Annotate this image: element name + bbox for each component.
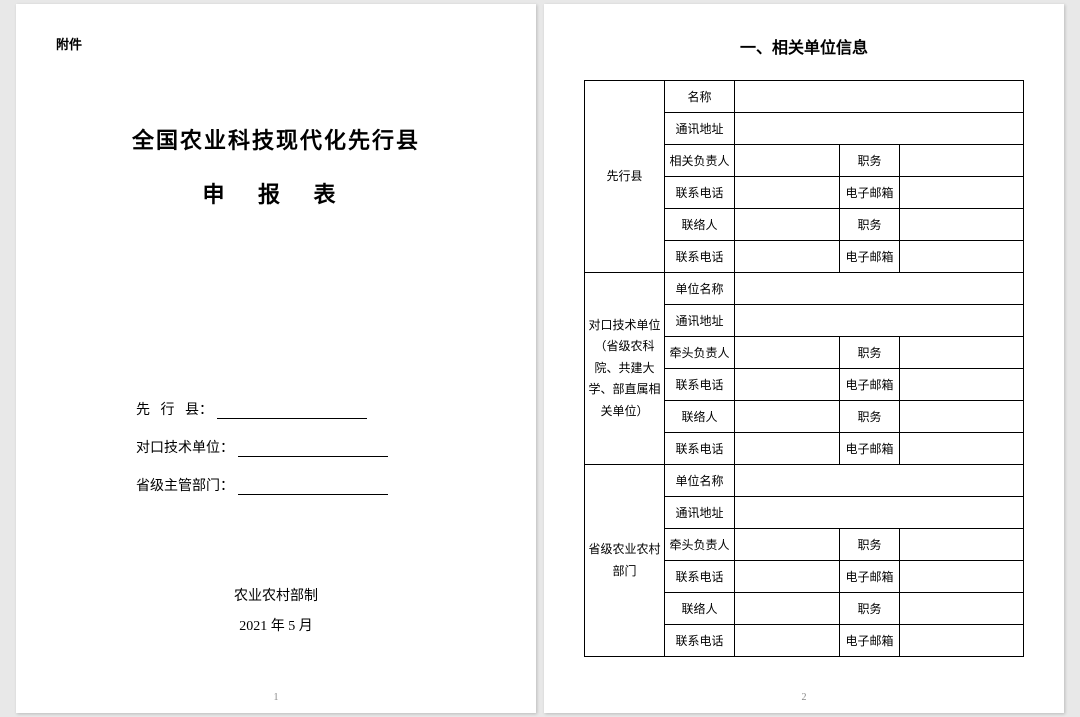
title-line-1: 全国农业科技现代化先行县 [56, 123, 496, 155]
form-fields: 先 行 县： 对口技术单位： 省级主管部门： [136, 399, 496, 495]
label-cell: 职务 [840, 529, 900, 561]
page-2: 一、相关单位信息 先行县名称通讯地址相关负责人职务联系电话电子邮箱联络人职务联系… [544, 4, 1064, 713]
form-row-county: 先 行 县： [136, 399, 496, 419]
title-line-2: 申 报 表 [56, 177, 496, 209]
value-cell [735, 241, 840, 273]
group-cell: 省级农业农村部门 [585, 465, 665, 657]
value-cell [735, 177, 840, 209]
section-title: 一、相关单位信息 [584, 34, 1024, 58]
value-cell [900, 625, 1024, 657]
label-cell: 联系电话 [665, 369, 735, 401]
value-cell [735, 593, 840, 625]
label-cell: 电子邮箱 [840, 369, 900, 401]
value-cell [735, 81, 1024, 113]
group-cell: 先行县 [585, 81, 665, 273]
value-cell [900, 561, 1024, 593]
label-cell: 职务 [840, 145, 900, 177]
footer-org: 农业农村部制 [56, 585, 496, 605]
page-number-1: 1 [16, 692, 536, 703]
label-cell: 联系电话 [665, 625, 735, 657]
label-cell: 通讯地址 [665, 305, 735, 337]
table-row: 对口技术单位（省级农科院、共建大学、部直属相关单位）单位名称 [585, 273, 1024, 305]
label-cell: 联络人 [665, 209, 735, 241]
field-blank-county [217, 403, 367, 419]
label-cell: 电子邮箱 [840, 433, 900, 465]
value-cell [900, 337, 1024, 369]
label-cell: 联系电话 [665, 561, 735, 593]
value-cell [735, 145, 840, 177]
value-cell [735, 625, 840, 657]
form-row-province-dept: 省级主管部门： [136, 475, 496, 495]
footer-date: 2021 年 5 月 [56, 615, 496, 635]
field-label-county: 先 行 县： [136, 399, 213, 419]
label-cell: 单位名称 [665, 273, 735, 305]
label-cell: 联系电话 [665, 433, 735, 465]
label-cell: 电子邮箱 [840, 241, 900, 273]
value-cell [735, 529, 840, 561]
label-cell: 牵头负责人 [665, 337, 735, 369]
value-cell [735, 465, 1024, 497]
field-blank-province-dept [238, 479, 388, 495]
label-cell: 电子邮箱 [840, 561, 900, 593]
label-cell: 名称 [665, 81, 735, 113]
title-block: 全国农业科技现代化先行县 申 报 表 [56, 123, 496, 209]
value-cell [900, 433, 1024, 465]
table-row: 先行县名称 [585, 81, 1024, 113]
label-cell: 牵头负责人 [665, 529, 735, 561]
value-cell [900, 593, 1024, 625]
field-label-tech-unit: 对口技术单位： [136, 437, 234, 457]
label-cell: 职务 [840, 593, 900, 625]
value-cell [735, 369, 840, 401]
label-cell: 职务 [840, 209, 900, 241]
label-cell: 通讯地址 [665, 113, 735, 145]
form-row-tech-unit: 对口技术单位： [136, 437, 496, 457]
info-table: 先行县名称通讯地址相关负责人职务联系电话电子邮箱联络人职务联系电话电子邮箱对口技… [584, 80, 1024, 657]
label-cell: 电子邮箱 [840, 625, 900, 657]
label-cell: 单位名称 [665, 465, 735, 497]
attachment-label: 附件 [56, 34, 496, 53]
page-1: 附件 全国农业科技现代化先行县 申 报 表 先 行 县： 对口技术单位： 省级主… [16, 4, 536, 713]
label-cell: 电子邮箱 [840, 177, 900, 209]
value-cell [735, 305, 1024, 337]
label-cell: 联络人 [665, 401, 735, 433]
value-cell [735, 497, 1024, 529]
label-cell: 职务 [840, 337, 900, 369]
table-row: 省级农业农村部门单位名称 [585, 465, 1024, 497]
group-cell: 对口技术单位（省级农科院、共建大学、部直属相关单位） [585, 273, 665, 465]
label-cell: 联系电话 [665, 177, 735, 209]
value-cell [735, 401, 840, 433]
footer-block: 农业农村部制 2021 年 5 月 [56, 585, 496, 635]
value-cell [735, 113, 1024, 145]
label-cell: 通讯地址 [665, 497, 735, 529]
value-cell [735, 561, 840, 593]
label-cell: 联络人 [665, 593, 735, 625]
value-cell [735, 433, 840, 465]
value-cell [900, 369, 1024, 401]
value-cell [900, 401, 1024, 433]
label-cell: 联系电话 [665, 241, 735, 273]
value-cell [735, 337, 840, 369]
value-cell [735, 273, 1024, 305]
page-number-2: 2 [544, 692, 1064, 703]
value-cell [900, 241, 1024, 273]
value-cell [900, 529, 1024, 561]
label-cell: 职务 [840, 401, 900, 433]
value-cell [900, 209, 1024, 241]
field-blank-tech-unit [238, 441, 388, 457]
value-cell [900, 177, 1024, 209]
label-cell: 相关负责人 [665, 145, 735, 177]
value-cell [900, 145, 1024, 177]
field-label-province-dept: 省级主管部门： [136, 475, 234, 495]
value-cell [735, 209, 840, 241]
